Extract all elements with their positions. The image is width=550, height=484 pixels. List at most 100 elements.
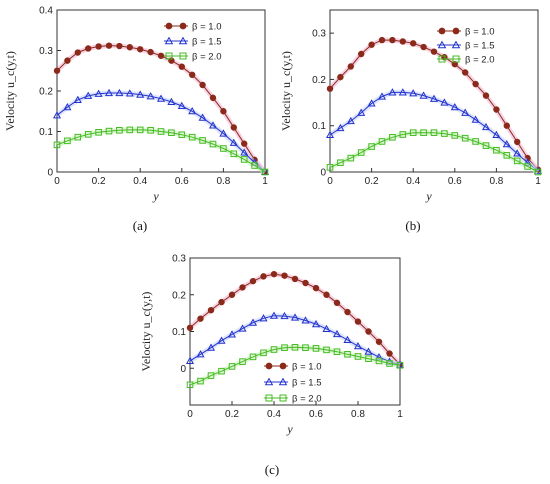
plot-frame <box>329 9 539 173</box>
data-point <box>333 348 341 356</box>
legend-marker <box>178 36 188 45</box>
series-line <box>56 92 266 173</box>
data-point <box>240 148 249 156</box>
legend-marker <box>438 55 446 63</box>
data-point <box>95 43 102 50</box>
data-point <box>207 306 215 314</box>
x-axis-label: y <box>152 189 159 203</box>
data-point <box>260 349 267 357</box>
data-point <box>493 146 500 154</box>
data-point <box>388 88 397 96</box>
legend-marker <box>179 22 187 30</box>
series-2 <box>52 88 270 176</box>
data-point <box>218 367 225 375</box>
legend-marker <box>165 22 173 30</box>
data-point <box>239 284 246 291</box>
data-point <box>344 308 351 316</box>
data-point <box>116 126 123 134</box>
data-point <box>157 52 165 59</box>
data-point <box>259 314 268 322</box>
data-point <box>270 270 278 278</box>
data-point <box>312 345 320 352</box>
y-tick-label: 0 <box>47 168 53 179</box>
data-point <box>178 63 185 70</box>
series-line <box>329 91 539 172</box>
x-tick-label: 0.2 <box>92 176 106 187</box>
data-point <box>343 335 352 344</box>
data-point <box>513 157 521 165</box>
data-point <box>126 126 134 134</box>
data-point <box>229 138 238 146</box>
data-point <box>228 291 236 298</box>
data-point <box>337 159 344 167</box>
data-point <box>378 36 386 44</box>
data-point <box>346 116 355 125</box>
data-point <box>337 73 344 81</box>
data-point <box>323 346 330 354</box>
data-point <box>209 94 217 102</box>
data-point <box>354 318 362 325</box>
data-point <box>375 338 383 345</box>
data-point <box>53 67 61 74</box>
data-point <box>302 344 309 351</box>
data-point <box>301 316 310 324</box>
data-point <box>188 71 196 78</box>
data-point <box>323 291 330 298</box>
data-point <box>104 88 114 97</box>
data-point <box>177 101 186 110</box>
series-3 <box>53 126 269 176</box>
data-point <box>419 91 428 99</box>
y-tick-label: 0.3 <box>172 254 186 265</box>
y-tick-label: 0.3 <box>312 29 326 40</box>
data-point <box>451 60 458 68</box>
data-point <box>311 319 321 328</box>
data-point <box>389 36 396 44</box>
data-point <box>410 40 417 47</box>
data-point <box>105 42 113 49</box>
x-tick-label: 0.4 <box>406 176 420 187</box>
y-tick-label: 0 <box>320 168 326 179</box>
data-point <box>220 108 227 115</box>
panel-caption: (c) <box>265 462 279 477</box>
data-point <box>217 336 226 344</box>
legend-marker <box>438 27 446 35</box>
data-point <box>188 107 197 115</box>
legend: β = 1.0 β = 1.5 β = 2.0 <box>164 22 222 63</box>
data-point <box>399 131 407 138</box>
data-point <box>239 358 246 365</box>
x-tick-label: 0 <box>54 176 60 187</box>
data-point <box>291 344 299 351</box>
data-point <box>261 168 269 176</box>
data-point <box>325 130 335 139</box>
x-tick-label: 0.4 <box>133 176 147 187</box>
data-point <box>251 162 258 169</box>
data-point <box>409 129 417 136</box>
data-point <box>197 315 204 322</box>
chart-panel-c: 0 0.2 0.4 0.6 0.8 1 0 0.1 0.2 0.3 y Velocity u_c(y,… <box>139 254 405 477</box>
data-point <box>269 311 279 319</box>
data-point <box>451 132 459 139</box>
legend-marker <box>265 394 273 402</box>
data-point <box>364 347 373 355</box>
data-point <box>84 91 93 99</box>
data-point <box>52 111 62 119</box>
chart-panel-b: 0 0.2 0.4 0.6 0.8 1 0 0.1 0.2 0.3 y Velocity u_c(y,… <box>279 9 543 233</box>
data-point <box>147 48 154 56</box>
data-point <box>502 139 511 148</box>
y-tick-label: 0.2 <box>172 290 186 301</box>
data-point <box>347 63 354 70</box>
data-point <box>84 45 92 52</box>
data-point <box>186 324 194 332</box>
data-point <box>167 97 176 105</box>
series-line <box>329 132 539 173</box>
data-point <box>396 362 404 369</box>
data-point <box>472 138 479 145</box>
legend-label: β = 1.5 <box>192 37 222 48</box>
legend-label: β = 1.0 <box>465 27 495 38</box>
data-point <box>326 85 334 92</box>
data-point <box>336 123 345 132</box>
data-point <box>84 131 92 138</box>
data-point <box>365 328 372 335</box>
data-point <box>185 356 195 364</box>
